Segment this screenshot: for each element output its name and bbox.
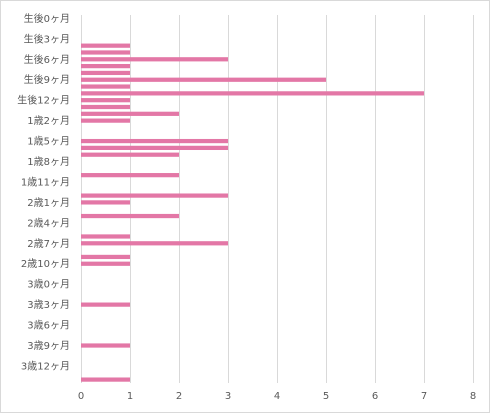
y-tick-label: 1歳5ヶ月: [27, 136, 70, 148]
bar-row-19: [81, 145, 228, 151]
bar-row-5: [81, 50, 130, 55]
bar-row-11: [81, 91, 424, 96]
y-tick-label: 生後6ヶ月: [24, 53, 70, 66]
bar-row-10: [81, 84, 130, 89]
bar-row-33: [81, 241, 228, 246]
x-tick-label: 8: [470, 391, 476, 402]
y-tick-label: 生後12ヶ月: [17, 94, 70, 107]
y-tick-label: 1歳8ヶ月: [27, 156, 70, 168]
bar-row-12: [81, 98, 130, 103]
bar-row-32: [81, 234, 130, 239]
bar-row-4: [81, 43, 130, 48]
bar-row-7: [81, 63, 130, 69]
y-tick-label: 2歳1ヶ月: [27, 197, 70, 209]
y-tick-label: 2歳4ヶ月: [27, 217, 70, 229]
bar-row-9: [81, 77, 326, 82]
x-tick-label: 5: [323, 391, 329, 402]
x-axis-tick-labels: 0 1 2 3 4 5 6 7 8: [78, 391, 476, 402]
bar-row-20: [81, 152, 179, 157]
x-tick-label: 1: [127, 391, 133, 402]
bar-row-26: [81, 193, 228, 198]
y-tick-label: 生後3ヶ月: [24, 32, 70, 45]
x-tick-label: 3: [225, 391, 231, 402]
y-tick-label: 3歳3ヶ月: [27, 299, 70, 311]
bars: [81, 43, 424, 382]
y-tick-label: 1歳2ヶ月: [27, 115, 70, 127]
y-tick-label: 2歳10ヶ月: [21, 258, 70, 270]
y-tick-label: 3歳9ヶ月: [27, 340, 70, 352]
y-tick-label: 1歳11ヶ月: [21, 176, 70, 188]
y-tick-label: 生後9ヶ月: [24, 73, 70, 86]
x-tick-label: 7: [421, 391, 427, 402]
bar-row-48: [81, 343, 130, 348]
bar-row-27: [81, 200, 130, 205]
bar-row-42: [81, 302, 130, 307]
bar-row-36: [81, 261, 130, 266]
y-tick-label: 生後0ヶ月: [24, 12, 70, 25]
bar-row-8: [81, 70, 130, 76]
bar-row-23: [81, 173, 179, 178]
gridlines: [81, 15, 474, 383]
bar-row-53: [81, 377, 130, 382]
x-tick-label: 2: [176, 391, 182, 402]
bar-row-6: [81, 57, 228, 62]
bar-row-14: [81, 111, 179, 116]
bar-row-18: [81, 138, 228, 144]
y-tick-label: 3歳6ヶ月: [27, 320, 70, 332]
bar-row-13: [81, 104, 130, 110]
bar-row-15: [81, 118, 130, 123]
y-tick-label: 3歳12ヶ月: [21, 360, 70, 372]
bar-row-29: [81, 213, 179, 219]
x-tick-label: 4: [274, 391, 280, 402]
x-tick-label: 0: [78, 391, 84, 402]
bar-row-35: [81, 254, 130, 260]
y-tick-label: 2歳7ヶ月: [27, 238, 70, 250]
x-tick-label: 6: [372, 391, 378, 402]
y-tick-label: 3歳0ヶ月: [27, 279, 70, 291]
